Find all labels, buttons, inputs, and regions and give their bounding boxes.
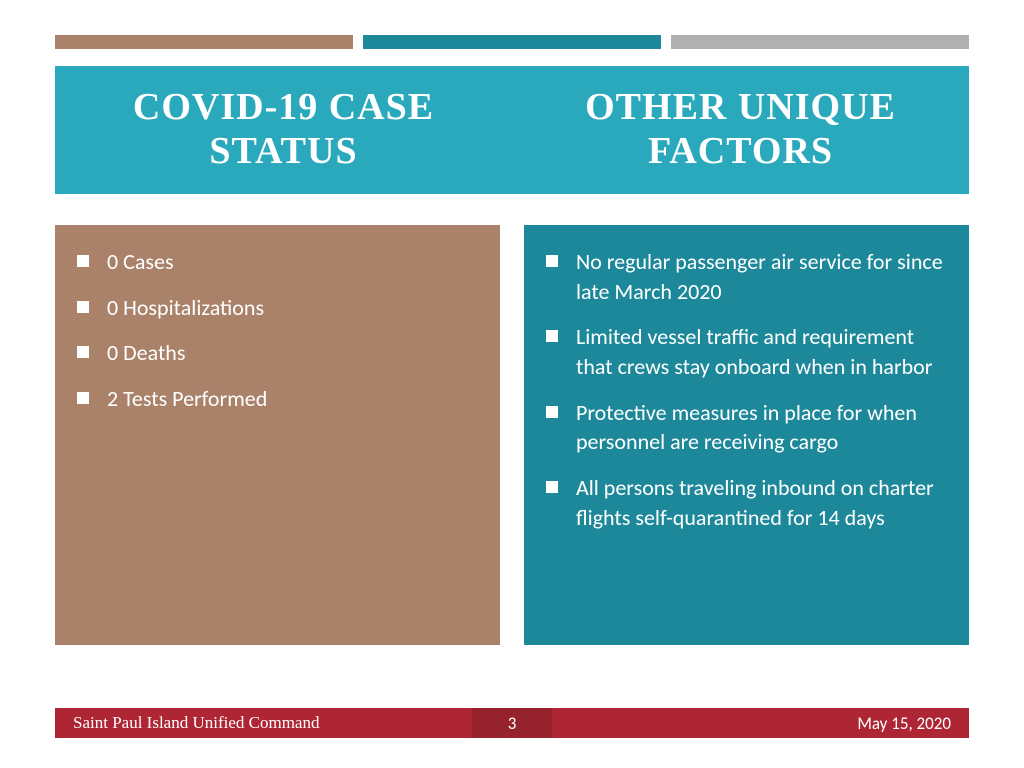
list-item: 0 Hospitalizations <box>77 293 474 323</box>
list-item: 0 Deaths <box>77 338 474 368</box>
footer-org: Saint Paul Island Unified Command <box>55 713 472 733</box>
item-text: 0 Hospitalizations <box>107 293 264 323</box>
footer-page-number: 3 <box>472 708 552 738</box>
bullet-icon <box>546 255 558 267</box>
footer-date: May 15, 2020 <box>552 713 969 734</box>
accent-brown <box>55 35 353 49</box>
bullet-icon <box>546 330 558 342</box>
item-text: 0 Cases <box>107 247 174 277</box>
item-text: 0 Deaths <box>107 338 185 368</box>
panel-unique-factors: No regular passenger air service for sin… <box>524 225 969 645</box>
bullet-icon <box>77 255 89 267</box>
bullet-icon <box>77 392 89 404</box>
item-text: No regular passenger air service for sin… <box>576 247 943 306</box>
list-item: 0 Cases <box>77 247 474 277</box>
list-item: Limited vessel traffic and requirement t… <box>546 322 943 381</box>
top-accent-bar <box>55 35 969 49</box>
item-text: All persons traveling inbound on charter… <box>576 473 943 532</box>
list-item: No regular passenger air service for sin… <box>546 247 943 306</box>
accent-gray <box>671 35 969 49</box>
bullet-icon <box>546 481 558 493</box>
item-text: Limited vessel traffic and requirement t… <box>576 322 943 381</box>
header-band: COVID-19 CASE STATUS OTHER UNIQUE FACTOR… <box>55 66 969 194</box>
footer-bar: Saint Paul Island Unified Command 3 May … <box>55 708 969 738</box>
bullet-icon <box>77 346 89 358</box>
case-status-list: 0 Cases 0 Hospitalizations 0 Deaths 2 Te… <box>77 247 474 414</box>
item-text: 2 Tests Performed <box>107 384 267 414</box>
title-right: OTHER UNIQUE FACTORS <box>532 86 949 173</box>
accent-teal <box>363 35 661 49</box>
header-right: OTHER UNIQUE FACTORS <box>512 66 969 194</box>
unique-factors-list: No regular passenger air service for sin… <box>546 247 943 533</box>
list-item: 2 Tests Performed <box>77 384 474 414</box>
bullet-icon <box>546 406 558 418</box>
panel-case-status: 0 Cases 0 Hospitalizations 0 Deaths 2 Te… <box>55 225 500 645</box>
list-item: All persons traveling inbound on charter… <box>546 473 943 532</box>
content-area: 0 Cases 0 Hospitalizations 0 Deaths 2 Te… <box>55 225 969 688</box>
item-text: Protective measures in place for when pe… <box>576 398 943 457</box>
title-left: COVID-19 CASE STATUS <box>75 86 492 173</box>
header-left: COVID-19 CASE STATUS <box>55 66 512 194</box>
list-item: Protective measures in place for when pe… <box>546 398 943 457</box>
bullet-icon <box>77 301 89 313</box>
